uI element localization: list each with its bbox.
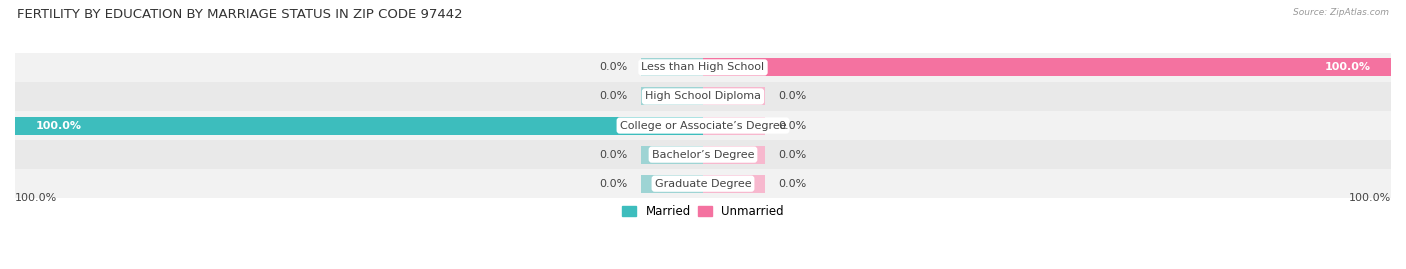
- Bar: [15, 111, 1391, 140]
- Text: Less than High School: Less than High School: [641, 62, 765, 72]
- Text: 100.0%: 100.0%: [35, 121, 82, 130]
- Bar: [641, 58, 703, 76]
- Text: College or Associate’s Degree: College or Associate’s Degree: [620, 121, 786, 130]
- Text: 100.0%: 100.0%: [15, 193, 58, 203]
- Bar: [641, 175, 703, 193]
- Bar: [15, 82, 1391, 111]
- Text: FERTILITY BY EDUCATION BY MARRIAGE STATUS IN ZIP CODE 97442: FERTILITY BY EDUCATION BY MARRIAGE STATU…: [17, 8, 463, 21]
- Bar: [703, 58, 1391, 76]
- Text: 100.0%: 100.0%: [1348, 193, 1391, 203]
- Bar: [703, 116, 765, 134]
- Text: 100.0%: 100.0%: [1324, 62, 1371, 72]
- Bar: [641, 87, 703, 105]
- Text: Bachelor’s Degree: Bachelor’s Degree: [652, 150, 754, 160]
- Bar: [703, 175, 765, 193]
- Bar: [15, 53, 1391, 82]
- Bar: [703, 87, 765, 105]
- Bar: [15, 116, 703, 134]
- Legend: Married, Unmarried: Married, Unmarried: [617, 200, 789, 222]
- Text: 0.0%: 0.0%: [599, 150, 627, 160]
- Text: 0.0%: 0.0%: [599, 91, 627, 101]
- Text: 0.0%: 0.0%: [779, 91, 807, 101]
- Bar: [641, 146, 703, 164]
- Bar: [15, 169, 1391, 198]
- Text: 0.0%: 0.0%: [779, 150, 807, 160]
- Text: Source: ZipAtlas.com: Source: ZipAtlas.com: [1294, 8, 1389, 17]
- Text: Graduate Degree: Graduate Degree: [655, 179, 751, 189]
- Text: 0.0%: 0.0%: [599, 62, 627, 72]
- Bar: [703, 146, 765, 164]
- Bar: [15, 140, 1391, 169]
- Text: High School Diploma: High School Diploma: [645, 91, 761, 101]
- Text: 0.0%: 0.0%: [599, 179, 627, 189]
- Text: 0.0%: 0.0%: [779, 121, 807, 130]
- Text: 0.0%: 0.0%: [779, 179, 807, 189]
